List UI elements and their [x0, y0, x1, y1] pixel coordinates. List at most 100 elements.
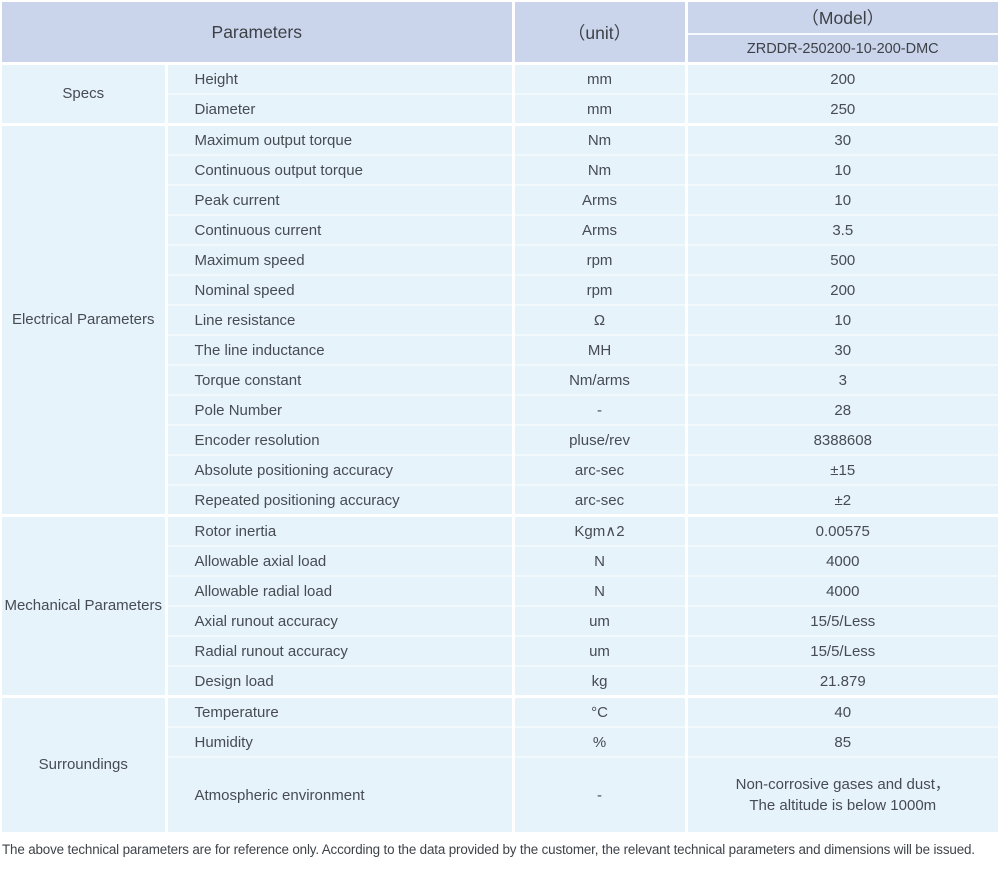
param-name-cell: Allowable axial load [164, 545, 514, 576]
value-cell: 15/5/Less [684, 605, 999, 636]
unit-cell: - [511, 756, 687, 832]
param-name-cell: Axial runout accuracy [164, 605, 514, 636]
value-cell: 40 [684, 695, 999, 727]
param-name-cell: Pole Number [164, 394, 514, 425]
unit-cell: N [511, 545, 687, 576]
value-cell: Non-corrosive gases and dust， The altitu… [684, 756, 999, 832]
unit-cell: rpm [511, 244, 687, 275]
table-row: Design load kg 21.879 [2, 665, 999, 697]
header-model-number: ZRDDR-250200-10-200-DMC [684, 33, 999, 64]
unit-cell: Kgm∧2 [511, 514, 687, 546]
table-row: Nominal speed rpm 200 [2, 274, 999, 305]
footnote: The above technical parameters are for r… [2, 842, 975, 857]
unit-cell: - [511, 394, 687, 425]
unit-cell: kg [511, 665, 687, 697]
value-cell: 3 [684, 364, 999, 395]
header-parameters: Parameters [2, 2, 514, 64]
param-name-cell: Maximum output torque [164, 123, 514, 155]
value-cell: ±15 [684, 454, 999, 485]
unit-cell: arc-sec [511, 454, 687, 485]
section-label-surroundings: Surroundings [2, 695, 166, 832]
header-model: （Model） [684, 2, 999, 34]
param-name-cell: Nominal speed [164, 274, 514, 305]
param-name-cell: Absolute positioning accuracy [164, 454, 514, 485]
param-name-cell: Maximum speed [164, 244, 514, 275]
param-name-cell: Continuous output torque [164, 154, 514, 185]
param-name-cell: Humidity [164, 726, 514, 757]
header-row-1: Parameters （unit） （Model） [2, 2, 999, 64]
value-cell: 8388608 [684, 424, 999, 455]
unit-cell: Arms [511, 214, 687, 245]
header-row-2: ZRDDR-250200-10-200-DMC [2, 33, 999, 64]
value-cell: 21.879 [684, 665, 999, 697]
value-cell: 4000 [684, 575, 999, 606]
param-name-cell: Radial runout accuracy [164, 635, 514, 666]
unit-cell: % [511, 726, 687, 757]
section-label-mechanical-parameters: Mechanical Parameters [2, 514, 166, 697]
unit-cell: arc-sec [511, 484, 687, 516]
unit-cell: °C [511, 695, 687, 727]
table-row: Radial runout accuracy um 15/5/Less [2, 635, 999, 666]
unit-cell: MH [511, 334, 687, 365]
table-row: Mechanical Parameters Rotor inertia Kgm∧… [2, 514, 999, 697]
value-cell: 15/5/Less [684, 635, 999, 666]
table-row: Peak current Arms 10 [2, 184, 999, 215]
table-row: Torque constant Nm/arms 3 [2, 364, 999, 395]
param-name-cell: Diameter [164, 93, 514, 125]
unit-cell: pluse/rev [511, 424, 687, 455]
value-cell: 200 [684, 274, 999, 305]
value-cell: 30 [684, 334, 999, 365]
spec-sheet: Parameters （unit） （Model） ZRDDR-250200-1… [2, 2, 999, 857]
parameters-table: Parameters （unit） （Model） ZRDDR-250200-1… [2, 2, 999, 832]
unit-cell: mm [511, 62, 687, 94]
table-row: Axial runout accuracy um 15/5/Less [2, 605, 999, 636]
param-name-cell: Torque constant [164, 364, 514, 395]
param-name-cell: Design load [164, 665, 514, 697]
header-unit: （unit） [511, 2, 687, 64]
param-name-cell: Temperature [164, 695, 514, 727]
table-row: Electrical Parameters Maximum output tor… [2, 123, 999, 516]
param-name-cell: Continuous current [164, 214, 514, 245]
value-cell: 3.5 [684, 214, 999, 245]
value-cell: 28 [684, 394, 999, 425]
section-label-specs: Specs [2, 62, 166, 125]
table-row: Specs Height mm 200 [2, 62, 999, 125]
table-row: Continuous output torque Nm 10 [2, 154, 999, 185]
param-name-cell: Atmospheric environment [164, 756, 514, 832]
unit-cell: Nm/arms [511, 364, 687, 395]
param-name-cell: Allowable radial load [164, 575, 514, 606]
param-name-cell: Peak current [164, 184, 514, 215]
unit-cell: N [511, 575, 687, 606]
unit-cell: Ω [511, 304, 687, 335]
unit-cell: um [511, 635, 687, 666]
value-cell: 10 [684, 154, 999, 185]
table-row: Absolute positioning accuracy arc-sec ±1… [2, 454, 999, 485]
table-row: Maximum speed rpm 500 [2, 244, 999, 275]
table-row: Allowable axial load N 4000 [2, 545, 999, 576]
unit-cell: um [511, 605, 687, 636]
value-cell: 4000 [684, 545, 999, 576]
param-name-cell: Rotor inertia [164, 514, 514, 546]
unit-cell: Nm [511, 154, 687, 185]
table-row: Atmospheric environment - Non-corrosive … [2, 756, 999, 832]
param-name-cell: Encoder resolution [164, 424, 514, 455]
value-cell: 0.00575 [684, 514, 999, 546]
value-cell: 10 [684, 304, 999, 335]
value-cell: 500 [684, 244, 999, 275]
table-row: Encoder resolution pluse/rev 8388608 [2, 424, 999, 455]
unit-cell: Nm [511, 123, 687, 155]
table-row: The line inductance MH 30 [2, 334, 999, 365]
table-row: Line resistance Ω 10 [2, 304, 999, 335]
unit-cell: Arms [511, 184, 687, 215]
table-row: Continuous current Arms 3.5 [2, 214, 999, 245]
value-cell: ±2 [684, 484, 999, 516]
section-label-electrical-parameters: Electrical Parameters [2, 123, 166, 516]
value-cell: 200 [684, 62, 999, 94]
value-cell: 10 [684, 184, 999, 215]
table-row: Diameter mm 250 [2, 93, 999, 125]
table-row: Repeated positioning accuracy arc-sec ±2 [2, 484, 999, 516]
unit-cell: mm [511, 93, 687, 125]
table-row: Allowable radial load N 4000 [2, 575, 999, 606]
unit-cell: rpm [511, 274, 687, 305]
table-row: Humidity % 85 [2, 726, 999, 757]
